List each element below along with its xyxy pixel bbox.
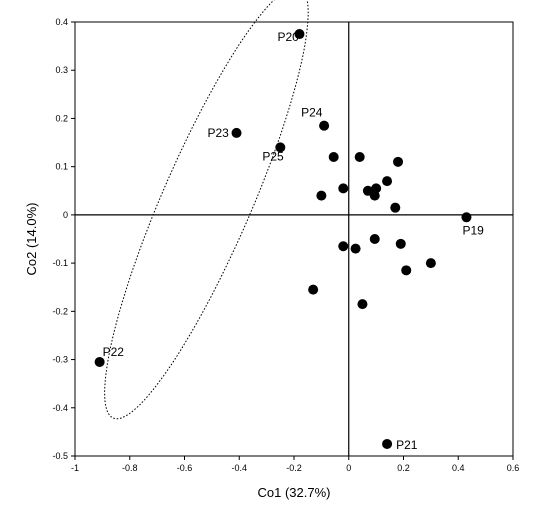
y-tick-label: -0.2: [52, 306, 68, 316]
x-tick-label: 0.2: [397, 463, 410, 473]
data-point: [461, 212, 472, 223]
data-point: [319, 120, 330, 131]
y-tick-label: -0.3: [52, 355, 68, 365]
data-point: [308, 284, 319, 295]
data-point: [382, 176, 393, 187]
data-point: [369, 234, 380, 244]
point-label: P19: [462, 223, 484, 237]
x-tick-label: -0.8: [122, 463, 138, 473]
x-tick-label: -1: [71, 463, 79, 473]
x-tick-label: 0.6: [507, 463, 520, 473]
y-tick-label: 0.3: [55, 65, 68, 75]
data-point: [350, 243, 361, 254]
data-point: [401, 265, 412, 276]
point-label: P20: [277, 30, 299, 44]
data-point: [316, 190, 327, 201]
point-label: P25: [262, 149, 284, 163]
data-point: [94, 356, 105, 367]
y-axis-title: Co2 (14.0%): [24, 203, 39, 276]
y-tick-label: -0.5: [52, 451, 68, 461]
point-label: P22: [103, 345, 125, 359]
data-point: [275, 142, 286, 153]
data-point: [338, 241, 349, 252]
y-tick-label: -0.4: [52, 403, 68, 413]
data-point: [382, 438, 393, 449]
x-tick-label: 0.4: [452, 463, 465, 473]
data-point: [395, 238, 406, 249]
data-point: [393, 156, 404, 167]
data-point: [338, 183, 349, 194]
point-label: P24: [301, 106, 323, 120]
ticks-layer: -1 -0.8 -0.6 -0.4 -0.2 0 0.2 0.4 0.6 0.4 0.3 0.2 0.1…: [52, 17, 519, 473]
x-tick-label: 0: [346, 463, 351, 473]
y-tick-label: 0.2: [55, 113, 68, 123]
data-point: [425, 258, 436, 269]
data-point: [354, 152, 365, 163]
data-point: [294, 29, 305, 40]
x-tick-label: -0.6: [177, 463, 193, 473]
data-point: [357, 299, 368, 310]
confidence-ellipse: [104, 0, 309, 420]
y-tick-label: 0: [63, 210, 68, 220]
y-tick-label: 0.4: [55, 17, 68, 27]
data-point: [369, 190, 380, 201]
x-axis-title: Co1 (32.7%): [258, 485, 331, 500]
x-tick-label: -0.4: [231, 463, 247, 473]
data-point: [328, 152, 339, 163]
zero-lines: [75, 22, 513, 456]
point-label: P23: [208, 126, 230, 140]
data-point: [231, 127, 242, 138]
data-point: [390, 202, 401, 213]
points-layer: [94, 29, 472, 449]
labels-layer: P20 P23 P25 P24 P22 P19 P21: [103, 30, 485, 452]
y-tick-label: -0.1: [52, 258, 68, 268]
y-tick-label: 0.1: [55, 162, 68, 172]
point-label: P21: [396, 438, 418, 452]
x-tick-label: -0.2: [286, 463, 302, 473]
plot-frame: [74, 21, 514, 457]
ellipse-layer: [104, 0, 309, 420]
